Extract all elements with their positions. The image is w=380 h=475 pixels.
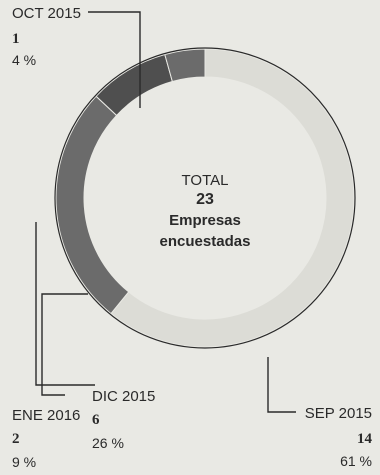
- leader-line-sep: [267, 357, 296, 413]
- leader-line-oct: [88, 11, 141, 108]
- slice-count-sep: 14: [357, 431, 373, 447]
- slice-percent-sep: 61 %: [340, 453, 372, 469]
- outer-ring: [54, 47, 356, 349]
- slice-oct-2015: [164, 48, 206, 83]
- slice-label-oct: OCT 2015: [12, 5, 81, 22]
- donut-hole: [84, 77, 326, 319]
- slice-percent-dic: 26 %: [92, 435, 124, 451]
- slice-label-dic: DIC 2015: [92, 388, 155, 405]
- leader-line-dic: [41, 293, 88, 396]
- donut-slices: [55, 48, 355, 348]
- slice-percent-ene: 9 %: [12, 454, 36, 470]
- center-total-value: 23: [196, 191, 214, 208]
- slice-label-ene: ENE 2016: [12, 407, 80, 424]
- center-total-label: TOTAL: [182, 172, 229, 189]
- slice-count-oct: 1: [12, 31, 20, 47]
- leader-lines: [35, 11, 296, 413]
- center-subtitle-line1: Empresas: [169, 212, 241, 229]
- slice-count-dic: 6: [92, 412, 100, 428]
- slice-label-sep: SEP 2015: [305, 405, 372, 422]
- slice-count-ene: 2: [12, 431, 20, 447]
- slice-percent-oct: 4 %: [12, 52, 36, 68]
- center-subtitle-line2: encuestadas: [160, 233, 251, 250]
- leader-line-ene: [35, 222, 95, 386]
